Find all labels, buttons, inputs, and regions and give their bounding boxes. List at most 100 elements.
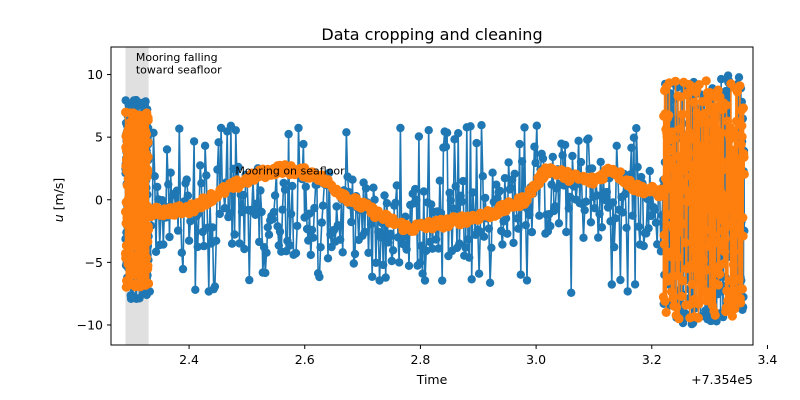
series-1-point	[686, 185, 696, 196]
series-1-point	[736, 298, 746, 308]
y-axis-ticks: −10 −5 0 5 10	[77, 67, 111, 332]
series-0-point	[379, 260, 388, 270]
series-1-point	[703, 195, 714, 205]
y-axis-label: u [m/s]	[51, 178, 66, 223]
series-0-point	[230, 230, 239, 239]
series-1-point	[689, 97, 699, 107]
series-0-point	[371, 258, 381, 267]
series-0-point	[509, 238, 518, 248]
series-0-point	[650, 205, 659, 214]
series-0-point	[427, 200, 436, 209]
series-1-point	[686, 192, 696, 202]
series-1-point	[676, 291, 687, 301]
series-1-point	[719, 259, 729, 269]
series-0-point	[240, 244, 249, 254]
series-0-point	[734, 73, 744, 82]
series-0-point	[607, 280, 616, 289]
series-0-point	[149, 128, 158, 137]
series-0-point	[293, 221, 302, 231]
series-1-point	[665, 179, 676, 189]
series-0-point	[492, 180, 501, 189]
series-0-point	[348, 175, 357, 184]
series-0-point	[628, 211, 637, 220]
series-0-point	[651, 218, 661, 227]
series-0-point	[601, 196, 610, 205]
series-0-point	[538, 154, 548, 163]
series-0-point	[579, 233, 588, 242]
series-1-point	[677, 109, 688, 119]
series-1-point	[701, 76, 711, 86]
series-0-point	[234, 162, 243, 172]
series-0-point	[449, 204, 458, 213]
series-0-point	[349, 259, 358, 268]
chart-title: Data cropping and cleaning	[321, 25, 542, 44]
series-0-point	[264, 230, 274, 239]
annotation-text: Mooring falling	[136, 51, 218, 64]
series-0-point	[370, 195, 379, 204]
series-1-point	[697, 278, 707, 288]
series-0-point	[546, 221, 555, 231]
series-0-point	[360, 227, 369, 237]
series-1-point	[738, 213, 748, 223]
series-1-point	[144, 278, 154, 289]
series-1-point	[661, 307, 671, 317]
series-0-point	[627, 143, 636, 152]
series-1-point	[683, 148, 694, 158]
series-0-point	[153, 182, 162, 192]
series-0-point	[634, 222, 643, 231]
series-0-point	[514, 224, 523, 233]
series-0-point	[165, 232, 174, 242]
series-1-point	[143, 115, 153, 125]
series-0-point	[361, 184, 371, 193]
series-0-point	[208, 223, 217, 232]
series-0-point	[392, 181, 401, 190]
series-0-point	[551, 202, 560, 211]
series-0-point	[531, 158, 540, 168]
series-0-point	[332, 202, 341, 211]
series-0-point	[166, 168, 175, 177]
series-0-point	[402, 245, 411, 254]
series-1-point	[713, 280, 724, 290]
series-0-point	[560, 140, 570, 150]
series-1-point	[694, 80, 704, 90]
series-1-point	[665, 209, 675, 220]
x-tick-label: 3.2	[642, 352, 662, 367]
series-0-point	[262, 248, 271, 257]
series-1-point	[688, 134, 699, 144]
plot-area	[120, 47, 749, 345]
series-0-point	[611, 214, 620, 223]
y-tick-label: −5	[85, 255, 103, 270]
series-1-point	[139, 179, 149, 189]
series-0-point	[630, 280, 640, 289]
x-tick-label: 2.6	[295, 352, 315, 367]
series-0-point	[235, 239, 244, 248]
series-1-point	[737, 284, 748, 294]
series-0-point	[231, 126, 240, 135]
series-0-point	[467, 275, 476, 284]
series-0-point	[590, 204, 599, 213]
series-1-point	[728, 260, 739, 270]
series-1-point	[665, 146, 675, 156]
series-1-point	[674, 204, 684, 214]
y-axis-label-text: u [m/s]	[51, 178, 66, 223]
series-0-point	[280, 185, 290, 194]
series-0-point	[481, 193, 490, 203]
series-0-point	[567, 288, 576, 297]
series-1-point	[725, 134, 735, 144]
series-0-point	[435, 176, 444, 185]
series-0-point	[159, 240, 168, 249]
series-0-point	[310, 203, 319, 213]
series-0-point	[501, 214, 511, 223]
series-0-point	[580, 206, 589, 215]
series-0-point	[484, 224, 494, 233]
series-1-point	[695, 295, 705, 305]
series-0-point	[215, 209, 224, 219]
series-0-point	[336, 235, 345, 244]
series-0-point	[285, 241, 295, 250]
series-0-point	[183, 191, 193, 200]
series-0-point	[632, 124, 641, 133]
series-0-point	[278, 205, 287, 214]
series-0-point	[495, 186, 505, 196]
series-1-point	[704, 166, 714, 176]
series-0-point	[510, 169, 519, 178]
